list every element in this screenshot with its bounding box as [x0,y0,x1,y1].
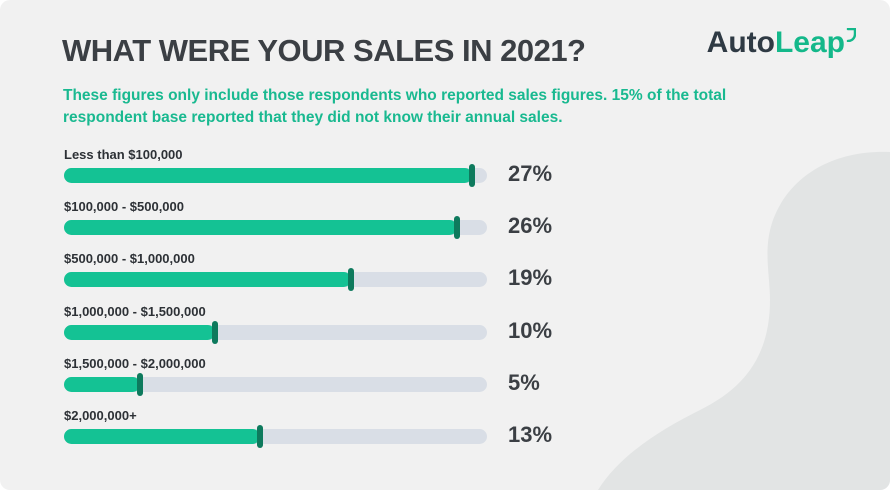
percentage-label: 5% [508,369,540,395]
bar-fill [64,272,352,288]
bar-row: $1,000,000 - $1,500,000 10% [0,304,890,354]
bar-row: $100,000 - $500,000 26% [0,199,890,249]
percentage-label: 26% [508,213,553,239]
bar-end-marker [136,372,143,396]
chart-subtitle: These figures only include those respond… [63,87,727,126]
logo-text-auto: Auto [706,26,775,59]
bar-fill [64,324,216,340]
bar-row: Less than $100,000 27% [0,147,890,197]
bar-end-marker [257,425,264,448]
bar-track [64,372,487,396]
logo-text-leap: Leap [774,26,845,59]
bar-row: $2,000,000+ 13% [0,408,890,458]
bar-fill [64,220,457,236]
category-label: $100,000 - $500,000 [64,199,184,215]
bar-row: $500,000 - $1,000,000 19% [0,251,890,301]
bar-track [64,320,487,344]
bar-end-marker [348,268,355,292]
bar-track [64,164,487,187]
percentage-label: 10% [508,317,553,343]
category-label: $500,000 - $1,000,000 [64,251,195,267]
bar-track [64,216,487,240]
bar-end-marker [468,164,475,187]
autoleap-logo: Auto Leap [707,26,856,60]
category-label: $2,000,000+ [64,408,137,423]
bar-track [64,268,487,292]
category-label: Less than $100,000 [64,147,183,162]
category-label: $1,500,000 - $2,000,000 [64,355,206,371]
bar-fill [64,376,140,392]
percentage-label: 13% [508,422,553,447]
logo-swoosh-icon [846,28,856,42]
bar-row: $1,500,000 - $2,000,000 5% [0,356,890,406]
bar-end-marker [453,216,460,240]
bar-fill [64,429,261,444]
percentage-label: 19% [508,265,553,291]
bar-track [64,425,487,448]
percentage-label: 27% [508,161,553,186]
bar-fill [64,168,472,183]
category-label: $1,000,000 - $1,500,000 [64,303,206,319]
bar-end-marker [212,320,219,344]
page-title: WHAT WERE YOUR SALES IN 2021? [62,33,586,68]
